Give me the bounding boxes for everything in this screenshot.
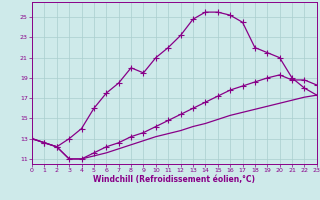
X-axis label: Windchill (Refroidissement éolien,°C): Windchill (Refroidissement éolien,°C) [93,175,255,184]
